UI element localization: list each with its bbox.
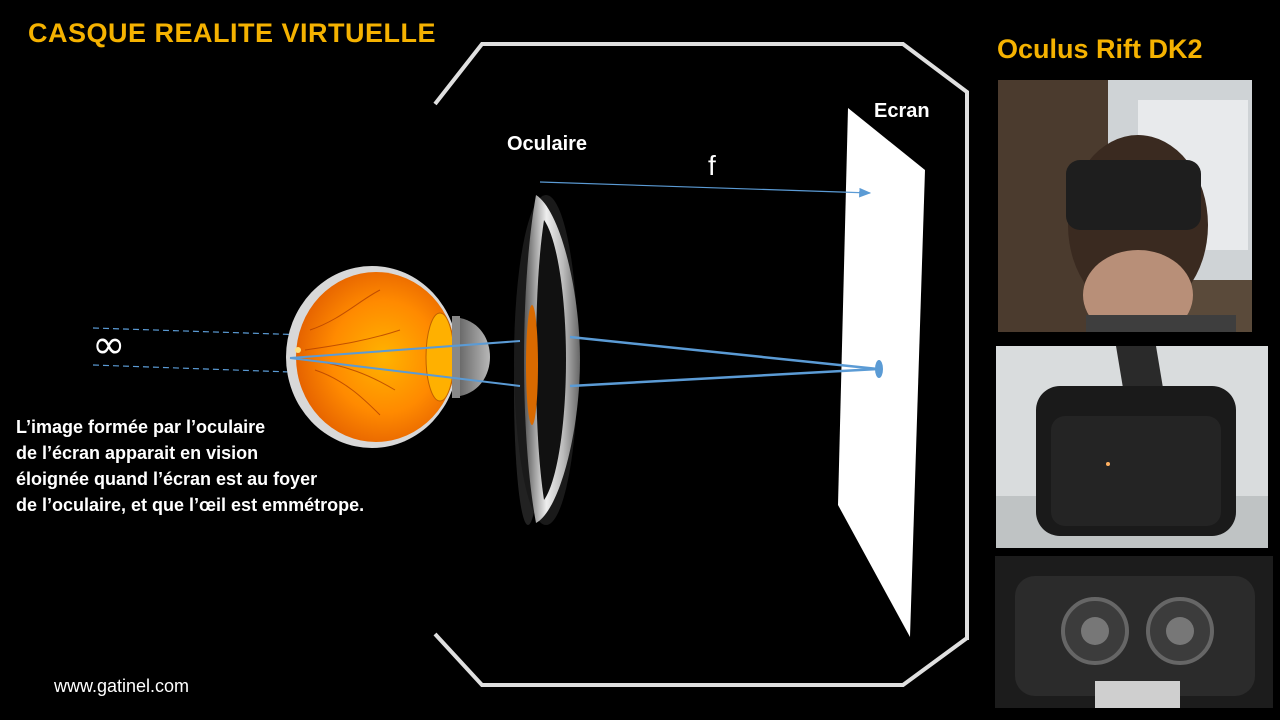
headset-outline-bottom xyxy=(433,632,969,687)
focal-length-label: f xyxy=(708,150,716,181)
ray-bottom-screen xyxy=(569,367,879,388)
eyepiece-label: Oculaire xyxy=(507,133,588,155)
photo-person-wearing-headset xyxy=(998,80,1252,332)
eye-illustration xyxy=(286,266,490,448)
photo-headset-lenses xyxy=(995,556,1273,708)
caption-line: de l’écran apparait en vision xyxy=(16,443,259,463)
focal-length-arrow xyxy=(539,181,872,198)
page-title: CASQUE REALITE VIRTUELLE xyxy=(28,18,437,48)
ray-bottom-eye xyxy=(289,357,521,387)
headset-outline-top xyxy=(433,42,969,106)
photo-headset-front xyxy=(996,346,1268,548)
device-title: Oculus Rift DK2 xyxy=(997,34,1203,64)
website-url: www.gatinel.com xyxy=(54,676,190,696)
eyepiece-lens xyxy=(514,195,580,525)
ray-top-screen xyxy=(569,335,879,371)
infinity-symbol: ∞ xyxy=(92,322,126,368)
infinity-ray-bottom xyxy=(92,364,461,379)
ray-top-eye xyxy=(289,340,521,359)
caption-line: L’image formée par l’oculaire xyxy=(16,417,266,437)
caption-text: L’image formée par l’oculaire de l’écran… xyxy=(16,414,456,518)
caption-line: de l’oculaire, et que l’œil est emmétrop… xyxy=(16,495,365,515)
screen-pixel-point xyxy=(875,360,883,378)
screen-label: Ecran xyxy=(874,100,930,122)
caption-line: éloignée quand l’écran est au foyer xyxy=(16,469,318,489)
